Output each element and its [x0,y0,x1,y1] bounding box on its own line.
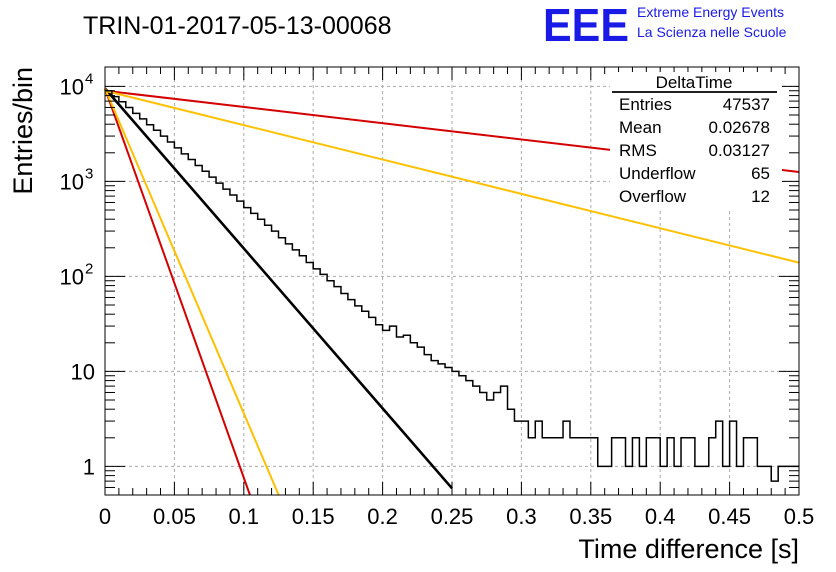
axis-ticks [104,67,800,496]
y-tick-label-exponent: 2 [85,260,93,277]
stats-value: 65 [751,164,770,183]
chart-title: TRIN-01-2017-05-13-00068 [83,12,392,40]
fit-curve-0 [104,87,453,490]
stats-rows: Entries 47537 Mean 0.02678 RMS 0.03127 Underfl… [619,95,770,206]
y-tick-label: 10 [60,74,84,99]
x-tick-label: 0.1 [229,504,260,529]
stats-box: DeltaTime Entries 47537 Mean 0.02678 RMS 0.03… [610,72,782,210]
y-tick-label-exponent: 3 [85,165,93,182]
stats-box-title: DeltaTime [656,73,733,92]
y-tick-label: 10 [60,169,84,194]
stats-value: 12 [751,187,770,206]
x-tick-label: 0.15 [292,504,335,529]
x-tick-labels: 0 0.05 0.1 0.15 0.2 0.25 0.3 0.35 0.4 0.45 0.5 [99,504,814,529]
y-tick-label: 10 [71,359,95,384]
x-tick-label: 0.5 [784,504,815,529]
fit-curve-4 [104,89,800,264]
stats-value: 47537 [723,95,770,114]
x-axis-label: Time difference [s] [578,534,799,564]
x-tick-label: 0.35 [569,504,612,529]
histogram-steps [105,89,799,482]
x-tick-label: 0.05 [153,504,196,529]
y-tick-label-exponent: 4 [85,70,93,87]
y-tick-label: 1 [83,454,95,479]
y-axis-label: Entries/bin [8,67,38,195]
fit-curve-2 [104,88,280,496]
stats-box-background [610,72,782,210]
stats-label: Overflow [619,187,687,206]
eee-logo: EEE Extreme Energy Events La Scienza nel… [543,0,787,51]
stats-value: 0.02678 [709,118,770,137]
stats-label: Entries [619,95,672,114]
x-tick-label: 0.3 [506,504,537,529]
stats-label: Underflow [619,164,696,183]
stats-label: Mean [619,118,662,137]
logo-line-1: Extreme Energy Events [637,4,784,20]
stats-label: RMS [619,141,657,160]
x-tick-label: 0 [99,504,111,529]
x-tick-label: 0.25 [431,504,474,529]
stats-value: 0.03127 [709,141,770,160]
fit-curve-1 [104,88,251,496]
x-tick-label: 0.4 [645,504,676,529]
logo-mark: EEE [543,0,629,51]
x-tick-label: 0.2 [367,504,398,529]
x-tick-label: 0.45 [708,504,751,529]
y-tick-label: 10 [60,264,84,289]
logo-line-2: La Scienza nelle Scuole [637,24,787,40]
